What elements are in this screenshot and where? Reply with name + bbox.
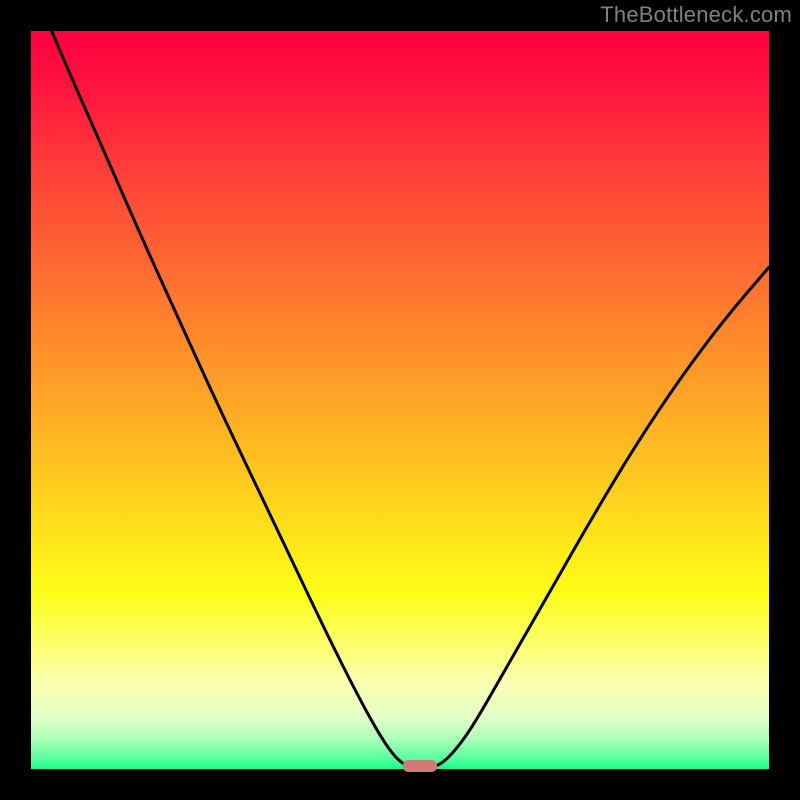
plot-area xyxy=(31,31,769,769)
optimal-marker xyxy=(403,760,437,772)
bottleneck-chart: TheBottleneck.com xyxy=(0,0,800,800)
watermark-text: TheBottleneck.com xyxy=(600,2,792,28)
bottleneck-curve xyxy=(31,31,769,769)
